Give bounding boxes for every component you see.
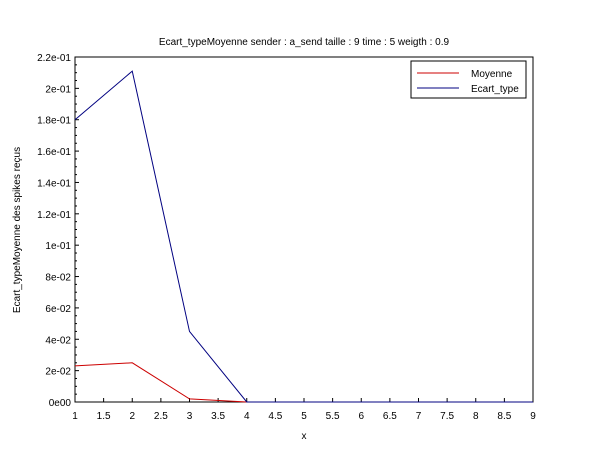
y-tick-label: 1.8e-01 (37, 116, 71, 127)
x-tick-label: 6 (358, 411, 364, 422)
chart-title: Ecart_typeMoyenne sender : a_send taille… (159, 37, 450, 48)
y-tick-label: 2.2e-01 (37, 53, 71, 64)
y-tick-label: 4e-02 (45, 335, 71, 346)
y-tick-label: 8e-02 (45, 273, 71, 284)
y-tick-label: 1.4e-01 (37, 178, 71, 189)
x-tick-label: 6.5 (383, 411, 397, 422)
x-tick-label: 5 (301, 411, 307, 422)
x-tick-label: 4.5 (268, 411, 282, 422)
x-tick-label: 8.5 (497, 411, 511, 422)
x-tick-label: 2.5 (154, 411, 168, 422)
x-tick-label: 7.5 (440, 411, 454, 422)
x-tick-label: 2 (129, 411, 135, 422)
x-tick-label: 5.5 (326, 411, 340, 422)
x-tick-label: 3 (187, 411, 193, 422)
y-axis-label: Ecart_typeMoyenne des spikes reçus (12, 147, 23, 313)
x-axis-label: x (302, 431, 307, 442)
y-tick-label: 2e-02 (45, 367, 71, 378)
plot-area: 1 1.5 2 2.5 3 3.5 4 4.5 5 5.5 6 6.5 7 7.5 8 8.5 9 0e00 2e-… (37, 53, 536, 422)
y-tick-label: 0e00 (49, 398, 72, 409)
y-tick-label: 1.6e-01 (37, 147, 71, 158)
x-tick-label: 3.5 (211, 411, 225, 422)
series-line-ecart-type (74, 70, 533, 403)
x-tick-label: 8 (473, 411, 479, 422)
y-tick-label: 1e-01 (45, 241, 71, 252)
y-tick-label: 6e-02 (45, 304, 71, 315)
y-tick-label: 1.2e-01 (37, 210, 71, 221)
legend: Moyenne Ecart_type (410, 60, 527, 99)
x-tick-label: 7 (416, 411, 422, 422)
x-tick-label: 4 (244, 411, 250, 422)
x-tick-label: 1.5 (97, 411, 111, 422)
x-tick-label: 1 (72, 411, 78, 422)
legend-box (410, 60, 527, 99)
legend-label: Ecart_type (471, 84, 519, 95)
x-tick-label: 9 (530, 411, 536, 422)
y-tick-label: 2e-01 (45, 84, 71, 95)
legend-label: Moyenne (471, 69, 513, 80)
